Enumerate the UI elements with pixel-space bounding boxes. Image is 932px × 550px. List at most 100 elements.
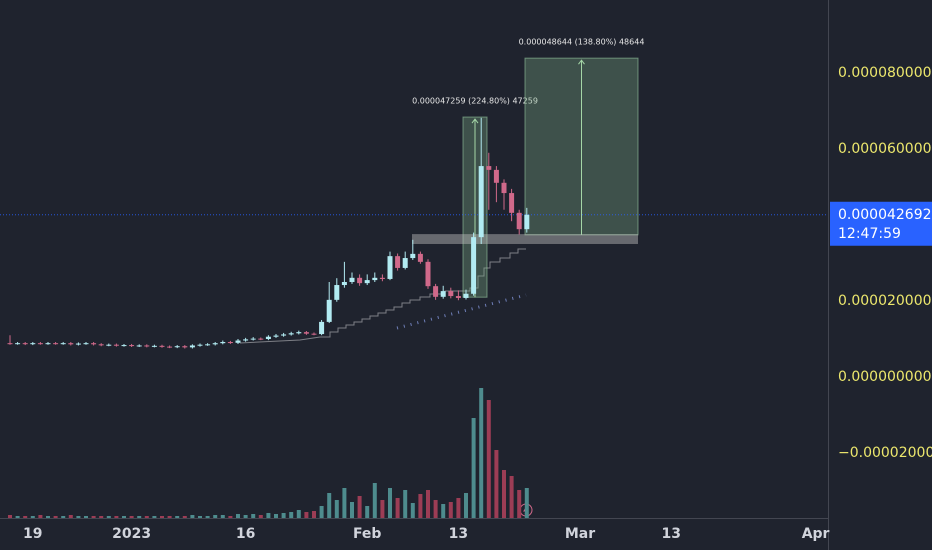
volume-bar: [441, 504, 446, 518]
volume-bar: [327, 493, 332, 518]
candle-body: [159, 345, 165, 347]
volume-bar: [8, 515, 12, 518]
volume-bar: [304, 512, 309, 518]
candle-body: [235, 340, 241, 343]
candle-body: [493, 169, 499, 183]
candle-body: [83, 343, 89, 345]
x-tick-label: 13: [661, 526, 680, 542]
volume-bar: [464, 493, 468, 518]
volume-bar: [68, 515, 73, 518]
volume-bar: [38, 515, 43, 518]
candle-body: [319, 321, 325, 335]
volume-bar: [372, 483, 377, 518]
volume-bar: [167, 516, 172, 518]
volume-bar: [517, 490, 522, 518]
candle-body: [433, 286, 439, 297]
candle-body: [15, 343, 21, 345]
candle-body: [167, 346, 173, 348]
volume-bar: [479, 388, 484, 518]
candle-body: [478, 166, 484, 238]
volume-bar: [410, 503, 415, 518]
volume-bar: [205, 516, 210, 518]
candle-body: [7, 343, 13, 345]
candle-body: [113, 344, 119, 346]
candle-body: [296, 332, 302, 334]
candle-body: [250, 338, 256, 340]
volume-bar: [365, 506, 370, 518]
volume-bar: [258, 515, 263, 518]
volume-bar: [137, 516, 142, 518]
candle-body: [243, 339, 249, 341]
volume-bar: [289, 512, 294, 518]
measure-label: 0.000047259 (224.80%) 47259: [412, 97, 538, 106]
measure-label: 0.000048644 (138.80%) 48644: [519, 38, 645, 47]
volume-bar: [15, 516, 20, 518]
candle-body: [516, 212, 522, 230]
y-tick-label: 0.000080000: [838, 65, 932, 81]
volume-bar: [190, 515, 195, 518]
volume-bar: [122, 516, 126, 518]
volume-bar: [502, 470, 506, 518]
candle-body: [349, 277, 355, 282]
candle-body: [410, 253, 416, 259]
volume-bar: [30, 516, 35, 518]
volume-bar: [334, 500, 339, 518]
candle-body: [265, 336, 271, 339]
volume-bar: [319, 506, 324, 518]
volume-bar: [281, 513, 286, 518]
candle-body: [341, 281, 347, 286]
candle-body: [144, 345, 150, 347]
volume-bar: [486, 400, 491, 518]
candle-body: [357, 277, 363, 284]
candle-body: [220, 342, 226, 344]
volume-bar: [23, 516, 28, 518]
candle-body: [448, 291, 454, 297]
volume-bar: [426, 490, 430, 518]
volume-bar: [84, 516, 88, 518]
candle-body: [387, 256, 393, 279]
x-tick-label: 16: [236, 526, 255, 542]
candle-body: [68, 343, 74, 345]
volume-bar: [76, 516, 81, 518]
volume-bar: [106, 516, 111, 518]
volume-bar: [350, 502, 354, 518]
candle-body: [455, 296, 461, 298]
y-tick-label: 0.000060000: [838, 141, 932, 157]
volume-bar: [388, 488, 392, 518]
candle-body: [440, 291, 446, 297]
candle-body: [281, 334, 287, 336]
volume-bar: [312, 511, 316, 518]
volume-bar: [471, 418, 476, 518]
volume-bar: [53, 516, 58, 518]
x-tick-label: 13: [449, 526, 468, 542]
x-tick-label: 2023: [112, 526, 151, 542]
candle-body: [197, 344, 203, 346]
candle-body: [189, 345, 195, 348]
volume-bar: [144, 516, 149, 518]
volume-bar: [266, 513, 271, 518]
volume-bar: [160, 516, 164, 518]
candle-body: [136, 345, 142, 347]
volume-bar: [91, 516, 96, 518]
volume-bar: [509, 476, 514, 518]
candle-body: [311, 333, 317, 335]
y-tick-label: 0.000020000: [838, 293, 932, 309]
candle-body: [486, 166, 492, 170]
volume-bar: [494, 450, 499, 518]
volume-bar: [456, 498, 461, 518]
candle-body: [182, 346, 188, 348]
candle-body: [273, 335, 279, 337]
volume-bar: [395, 498, 400, 518]
candle-body: [205, 344, 211, 346]
volume-bar: [182, 516, 187, 518]
volume-bar: [433, 500, 438, 518]
candle-body: [326, 299, 332, 322]
candle-body: [258, 338, 264, 340]
volume-bar: [114, 516, 119, 518]
volume-bar: [274, 514, 278, 518]
candle-body: [212, 343, 218, 345]
volume-bar: [418, 494, 423, 518]
price-badge-value: 0.000042692: [838, 207, 932, 223]
volume-bar: [99, 516, 104, 518]
